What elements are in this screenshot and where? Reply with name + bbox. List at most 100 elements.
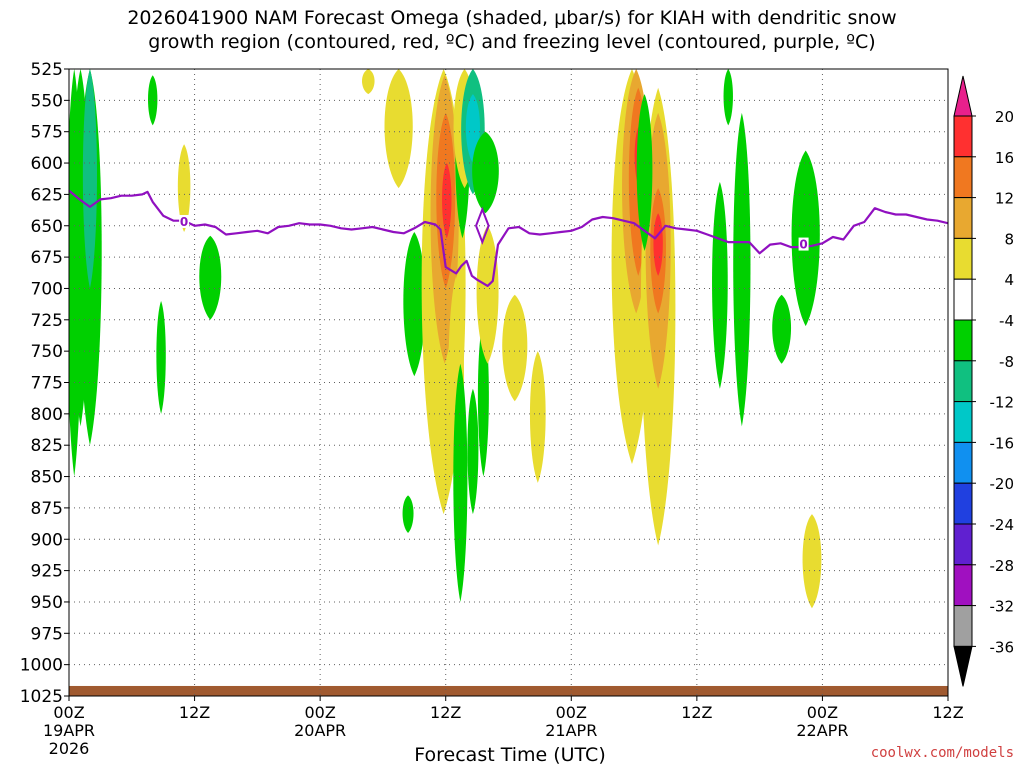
colorbar-tick-label: -36 — [990, 638, 1015, 656]
x-tick-label: 20APR — [294, 721, 346, 740]
omega-region — [723, 69, 733, 126]
colorbar-band — [953, 564, 973, 607]
chart-title-line-1: 2026041900 NAM Forecast Omega (shaded, μ… — [127, 7, 897, 29]
omega-region — [199, 235, 222, 320]
colorbar-tick-label: 4 — [1004, 271, 1014, 289]
colorbar-band — [953, 605, 973, 647]
y-tick-label: 525 — [31, 60, 63, 80]
chart-title: 2026041900 NAM Forecast Omega (shaded, μ… — [0, 6, 1024, 54]
freezing-level-label: 0 — [180, 215, 188, 229]
colorbar-tick-label: -12 — [990, 394, 1015, 412]
y-tick-label: 775 — [31, 374, 63, 394]
colorbar-over-arrow — [953, 75, 973, 117]
y-tick-label: 625 — [31, 185, 63, 205]
y-tick-label: 975 — [31, 624, 63, 644]
y-tick-label: 575 — [31, 123, 63, 143]
dendritic-region-layer — [69, 0, 672, 56]
colorbar-tick-label: 12 — [995, 190, 1014, 208]
colorbar-tick-label: 8 — [1004, 230, 1014, 248]
x-tick-label: 2026 — [49, 739, 90, 758]
colorbar-band — [953, 482, 973, 525]
colorbar-band — [953, 115, 973, 158]
colorbar-band — [953, 197, 973, 239]
omega-region — [653, 213, 663, 276]
dendritic-contour — [69, 0, 102, 50]
y-tick-label: 875 — [31, 499, 63, 519]
freezing-level-line — [69, 189, 948, 287]
omega-region — [502, 294, 528, 402]
omega-region — [442, 163, 452, 239]
omega-region — [476, 225, 499, 364]
colorbar-band — [953, 441, 973, 484]
freezing-level-layer: 00 — [69, 189, 948, 287]
omega-region — [712, 181, 728, 389]
y-axis: 525 550 575 600 625 650 675 700 725 750 775 800 825 8… — [20, 60, 69, 707]
x-tick-label: 00Z — [807, 703, 838, 722]
omega-region — [772, 294, 792, 364]
colorbar-tick-label: -4 — [999, 312, 1014, 330]
omega-shading-layer — [69, 69, 822, 609]
chart-title-line-2: growth region (contoured, red, ºC) and f… — [148, 31, 876, 53]
freezing-level-label-bg — [179, 214, 190, 228]
terrain-band — [69, 685, 948, 696]
credit-text: coolwx.com/models — [870, 745, 1014, 761]
y-tick-label: 750 — [31, 342, 63, 362]
omega-region — [453, 363, 468, 602]
colorbar-band — [953, 360, 973, 403]
colorbar-band — [953, 278, 973, 321]
y-tick-label: 950 — [31, 593, 63, 613]
colorbar-band — [953, 523, 973, 566]
y-tick-label: 1000 — [20, 656, 63, 676]
omega-region — [82, 69, 97, 289]
y-tick-label: 600 — [31, 154, 63, 174]
omega-region — [467, 388, 479, 515]
colorbar-band — [953, 237, 973, 280]
y-tick-label: 650 — [31, 217, 63, 237]
x-tick-label: 12Z — [430, 703, 461, 722]
y-tick-label: 1025 — [20, 687, 63, 707]
x-tick-label: 12Z — [932, 703, 963, 722]
freezing-level-label: 0 — [799, 238, 807, 252]
colorbar-tick-label: 20 — [995, 108, 1014, 126]
omega-region — [362, 69, 375, 95]
omega-region — [156, 300, 166, 414]
x-tick-label: 12Z — [681, 703, 712, 722]
dendritic-contour — [439, 0, 472, 56]
colorbar-tick-label: -24 — [990, 516, 1015, 534]
colorbar-band — [953, 401, 973, 443]
colorbar-band — [953, 156, 973, 199]
y-tick-label: 850 — [31, 468, 63, 488]
dendritic-contour — [640, 0, 671, 56]
omega-region — [733, 112, 751, 427]
omega-region — [177, 144, 191, 233]
colorbar-tick-label: -20 — [990, 475, 1015, 493]
x-tick-label: 12Z — [179, 703, 210, 722]
x-tick-label: 00Z — [304, 703, 335, 722]
y-tick-label: 825 — [31, 436, 63, 456]
terrain-layer — [69, 685, 948, 696]
y-tick-label: 550 — [31, 91, 63, 111]
omega-region — [403, 232, 426, 377]
colorbar-tick-label: -8 — [999, 353, 1014, 371]
omega-region — [402, 495, 414, 533]
omega-region — [529, 351, 546, 483]
colorbar-tick-label: -32 — [990, 598, 1015, 616]
y-tick-label: 800 — [31, 405, 63, 425]
omega-region — [802, 514, 822, 609]
colorbar: 20 16 12 8 4 -4 -8 -12 -16 -20 -24 -28 -32 -36 — [953, 75, 1015, 687]
colorbar-tick-label: 16 — [995, 149, 1014, 167]
omega-region — [472, 131, 499, 214]
y-tick-label: 900 — [31, 530, 63, 550]
x-tick-label: 00Z — [556, 703, 587, 722]
x-tick-label: 22APR — [796, 721, 848, 740]
freezing-level-loop — [474, 206, 490, 245]
omega-region — [148, 75, 158, 126]
colorbar-band — [953, 319, 973, 362]
x-tick-label: 19APR — [43, 721, 95, 740]
x-axis-label: Forecast Time (UTC) — [414, 744, 606, 766]
freezing-level-label-bg — [798, 237, 809, 251]
omega-region — [636, 94, 653, 251]
y-tick-label: 700 — [31, 279, 63, 299]
colorbar-under-arrow — [953, 645, 973, 687]
